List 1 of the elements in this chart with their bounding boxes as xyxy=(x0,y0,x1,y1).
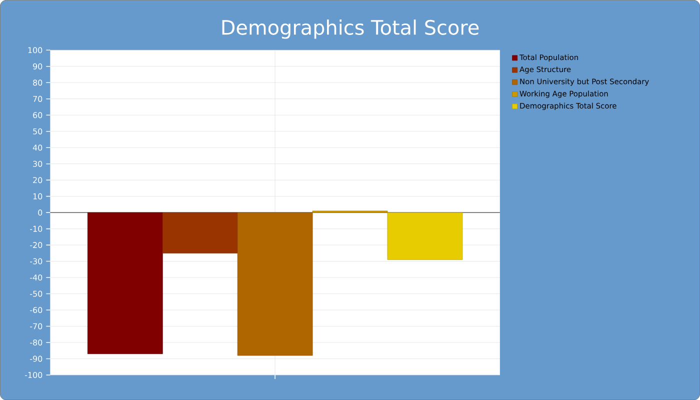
chart-title: Demographics Total Score xyxy=(222,19,479,39)
